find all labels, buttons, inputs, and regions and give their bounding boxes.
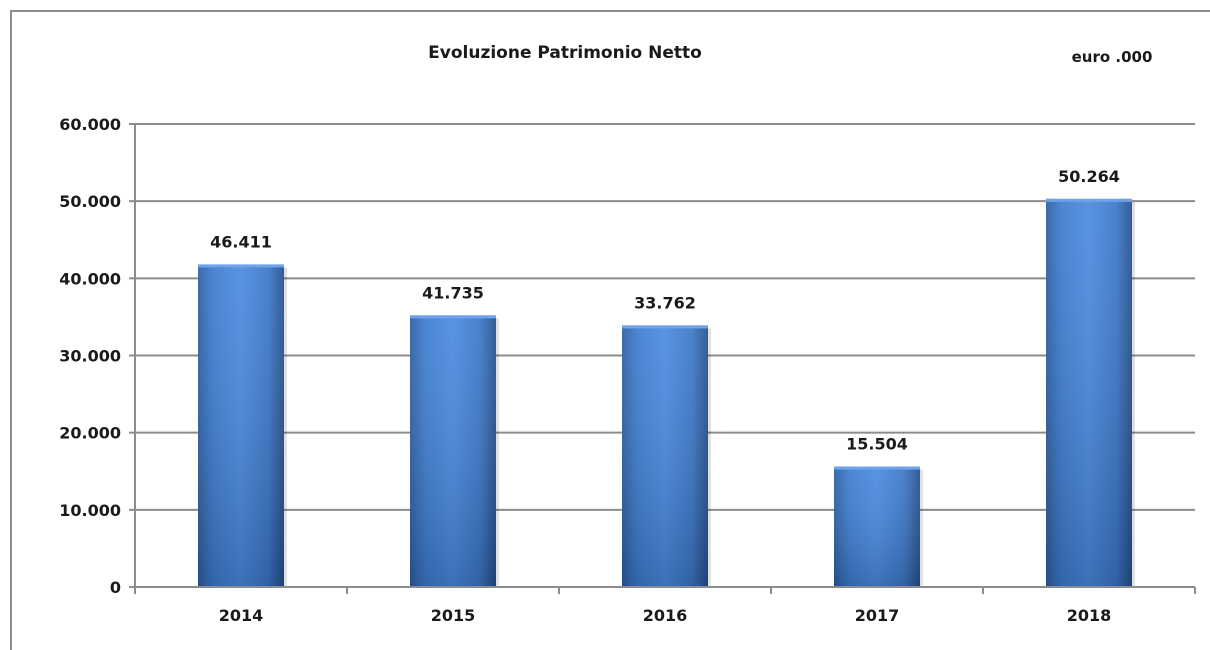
bar-top-highlight: [198, 264, 284, 268]
x-tick-label: 2016: [643, 606, 688, 625]
bar-shade: [622, 325, 708, 587]
bars: [198, 198, 1135, 587]
data-labels: 46.411 41.735 33.762 15.504 50.264: [210, 167, 1120, 454]
y-tick-label: 40.000: [59, 269, 121, 288]
unit-label: euro .000: [1072, 48, 1153, 66]
x-tick-label: 2015: [431, 606, 476, 625]
bar-top-highlight: [834, 466, 920, 470]
y-tick-label: 20.000: [59, 424, 121, 443]
x-axis: 2014 2015 2016 2017 2018: [134, 586, 1196, 625]
y-tick-label: 30.000: [59, 347, 121, 366]
data-label: 46.411: [210, 232, 272, 251]
bar-top-highlight: [622, 325, 708, 329]
chart-frame: [10, 10, 1210, 650]
data-label: 33.762: [634, 293, 696, 312]
bar-top-highlight: [1046, 198, 1132, 202]
data-label: 15.504: [846, 435, 908, 454]
bar-shade: [198, 264, 284, 587]
x-tick-label: 2018: [1067, 606, 1112, 625]
x-tick-label: 2017: [855, 606, 900, 625]
x-tick-label: 2014: [219, 606, 264, 625]
y-tick-label: 60.000: [59, 115, 121, 134]
chart-title: Evoluzione Patrimonio Netto: [428, 43, 702, 63]
y-tick-label: 10.000: [59, 501, 121, 520]
y-tick-label: 0: [110, 578, 121, 597]
data-label: 41.735: [422, 283, 484, 302]
y-axis-ticks: 0 10.000 20.000 30.000 40.000 50.000 60.000: [59, 115, 136, 597]
data-label: 50.264: [1058, 167, 1120, 186]
bar-shade: [834, 466, 920, 587]
y-tick-label: 50.000: [59, 192, 121, 211]
bar-top-highlight: [410, 315, 496, 319]
bar-shade: [1046, 198, 1132, 587]
bar-shade: [410, 315, 496, 587]
